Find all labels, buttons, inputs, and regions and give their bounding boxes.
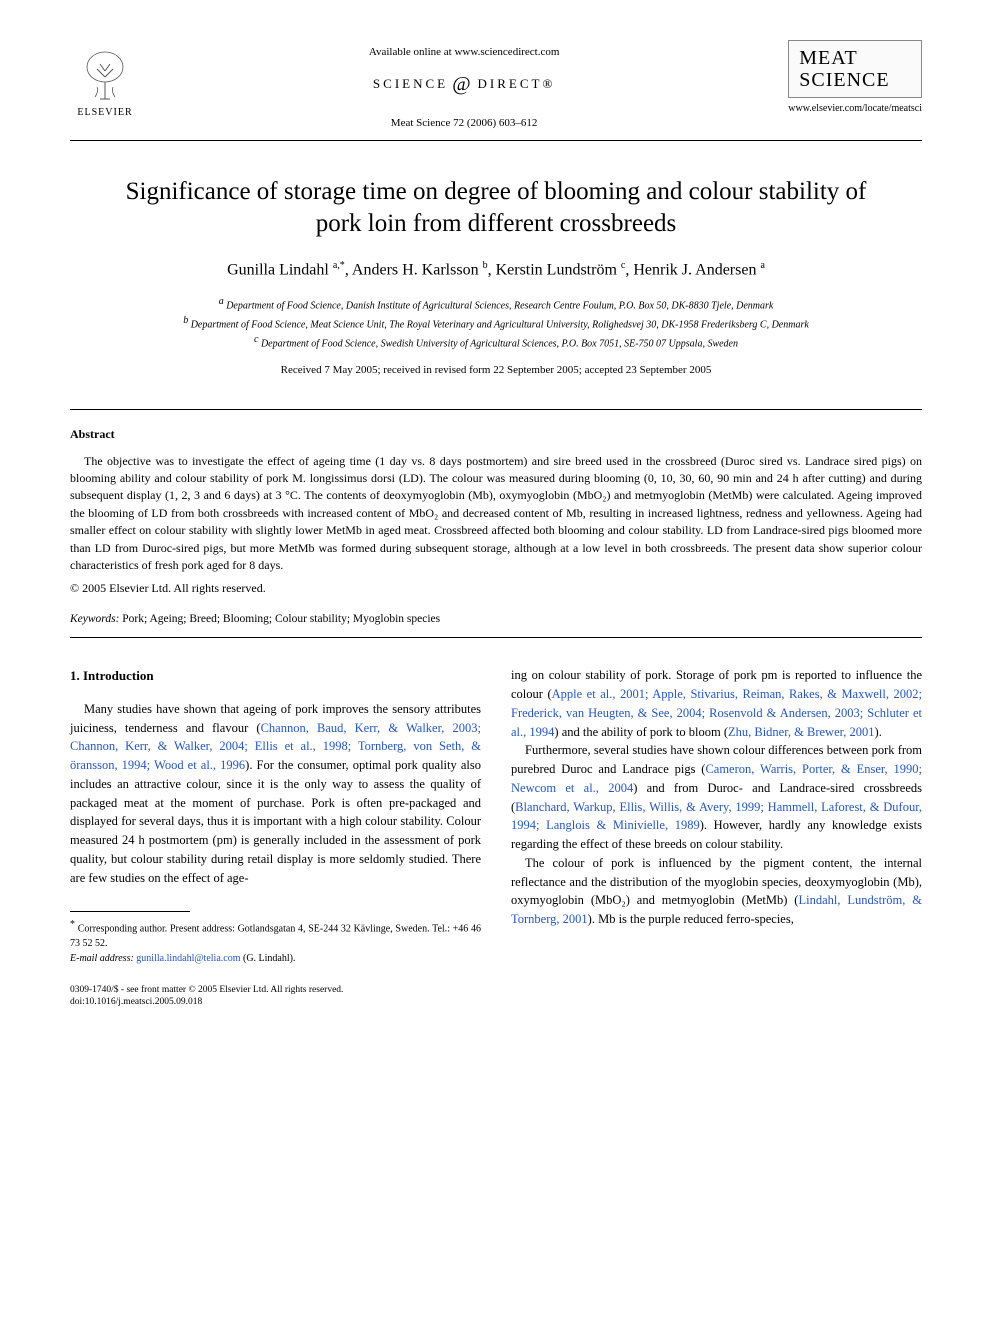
footer-line1: 0309-1740/$ - see front matter © 2005 El… [70,984,481,996]
email-label: E-mail address: [70,953,134,964]
keywords-text: Pork; Ageing; Breed; Blooming; Colour st… [119,613,440,625]
intro-para-3: The colour of pork is influenced by the … [511,854,922,929]
affiliations: a Department of Food Science, Danish Ins… [70,294,922,352]
journal-name-line2: SCIENCE [799,69,911,91]
sciencedirect-logo: SCIENCE @ DIRECT® [373,70,555,98]
citation-link[interactable]: Zhu, Bidner, & Brewer, 2001 [728,725,875,739]
keywords-label: Keywords: [70,613,119,625]
page-footer: 0309-1740/$ - see front matter © 2005 El… [70,984,481,1009]
sd-at-icon: @ [452,70,473,98]
journal-name-line1: MEAT [799,47,911,69]
journal-url: www.elsevier.com/locate/meatsci [788,102,922,116]
body-columns: 1. Introduction Many studies have shown … [70,666,922,1009]
publisher-name: ELSEVIER [77,106,132,120]
intro-para-2: Furthermore, several studies have shown … [511,741,922,854]
abstract-heading: Abstract [70,426,922,443]
intro-heading: 1. Introduction [70,666,481,686]
journal-title-box: MEAT SCIENCE [788,40,922,98]
center-header: Available online at www.sciencedirect.co… [140,40,788,132]
column-left: 1. Introduction Many studies have shown … [70,666,481,1009]
publisher-logo: ELSEVIER [70,40,140,120]
email-link[interactable]: gunilla.lindahl@telia.com [136,953,240,964]
corresponding-footnote: * Corresponding author. Present address:… [70,918,481,951]
abstract-copyright: © 2005 Elsevier Ltd. All rights reserved… [70,580,922,597]
article-dates: Received 7 May 2005; received in revised… [70,363,922,378]
abstract-bottom-rule [70,637,922,638]
intro-para-1-cont: ing on colour stability of pork. Storage… [511,666,922,741]
abstract-top-rule [70,409,922,410]
available-online-text: Available online at www.sciencedirect.co… [140,45,788,60]
sd-left: SCIENCE [373,75,448,93]
keywords-line: Keywords: Pork; Ageing; Breed; Blooming;… [70,611,922,627]
intro-para-1: Many studies have shown that ageing of p… [70,700,481,888]
footnote-rule [70,911,190,912]
sd-right: DIRECT® [478,75,556,93]
affiliation-a: a Department of Food Science, Danish Ins… [70,294,922,313]
page-header: ELSEVIER Available online at www.science… [70,40,922,132]
header-rule [70,140,922,141]
citation-line: Meat Science 72 (2006) 603–612 [140,116,788,131]
column-right: ing on colour stability of pork. Storage… [511,666,922,1009]
affiliation-b: b Department of Food Science, Meat Scien… [70,313,922,332]
affiliation-c: c Department of Food Science, Swedish Un… [70,332,922,351]
footer-doi: doi:10.1016/j.meatsci.2005.09.018 [70,996,481,1008]
elsevier-tree-icon [75,49,135,104]
journal-block: MEAT SCIENCE www.elsevier.com/locate/mea… [788,40,922,116]
article-title: Significance of storage time on degree o… [110,176,882,241]
email-footnote: E-mail address: gunilla.lindahl@telia.co… [70,952,481,967]
abstract-text: The objective was to investigate the eff… [70,453,922,575]
author-list: Gunilla Lindahl a,*, Anders H. Karlsson … [70,259,922,282]
